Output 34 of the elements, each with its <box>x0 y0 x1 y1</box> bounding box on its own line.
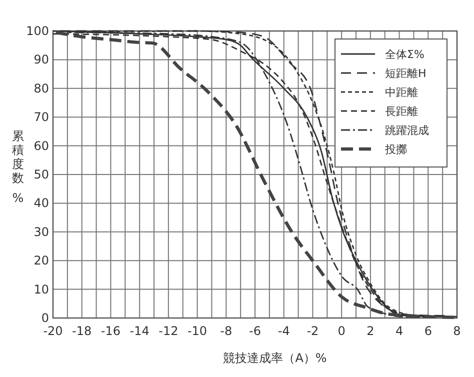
x-tick-label: -18 <box>72 324 92 338</box>
y-tick-label: 20 <box>34 254 49 268</box>
x-tick-label: -16 <box>100 324 121 338</box>
y-axis-title: 累積度数% <box>12 129 24 206</box>
y-tick-label: 0 <box>41 311 49 325</box>
y-tick-label: 60 <box>34 138 49 153</box>
y-tick-label: 50 <box>34 168 49 182</box>
x-tick-label: -20 <box>43 324 63 338</box>
y-tick-label: 100 <box>26 24 49 38</box>
x-tick-label: -12 <box>158 324 178 338</box>
x-tick-label: 4 <box>395 324 404 338</box>
y-tick-label: 70 <box>34 110 49 124</box>
x-tick-label: -14 <box>130 324 150 338</box>
x-tick-label: 0 <box>338 324 346 338</box>
legend-label: 投擲 <box>384 143 407 156</box>
y-tick-label: 10 <box>34 282 49 296</box>
x-tick-label: 6 <box>424 324 432 338</box>
x-tick-label: -10 <box>187 324 208 338</box>
y-tick-label: 90 <box>34 52 49 67</box>
legend-label: 全体Σ% <box>385 48 424 61</box>
legend-label: 短距離H <box>385 67 426 80</box>
x-tick-label: -6 <box>249 324 261 338</box>
y-tick-label: 80 <box>34 81 49 96</box>
y-tick-label: 30 <box>34 224 49 239</box>
x-tick-label: -2 <box>306 324 319 338</box>
x-axis-title: 競技達成率（A）% <box>223 351 327 365</box>
legend-label: 跳躍混成 <box>385 124 429 137</box>
x-tick-label: -8 <box>220 324 232 338</box>
x-tick-label: 8 <box>453 324 461 338</box>
legend-label: 長距離 <box>385 105 418 118</box>
legend-label: 中距離 <box>385 86 418 99</box>
x-tick-label: -4 <box>278 324 290 338</box>
y-tick-label: 40 <box>34 196 49 210</box>
x-tick-label: 2 <box>366 324 374 338</box>
